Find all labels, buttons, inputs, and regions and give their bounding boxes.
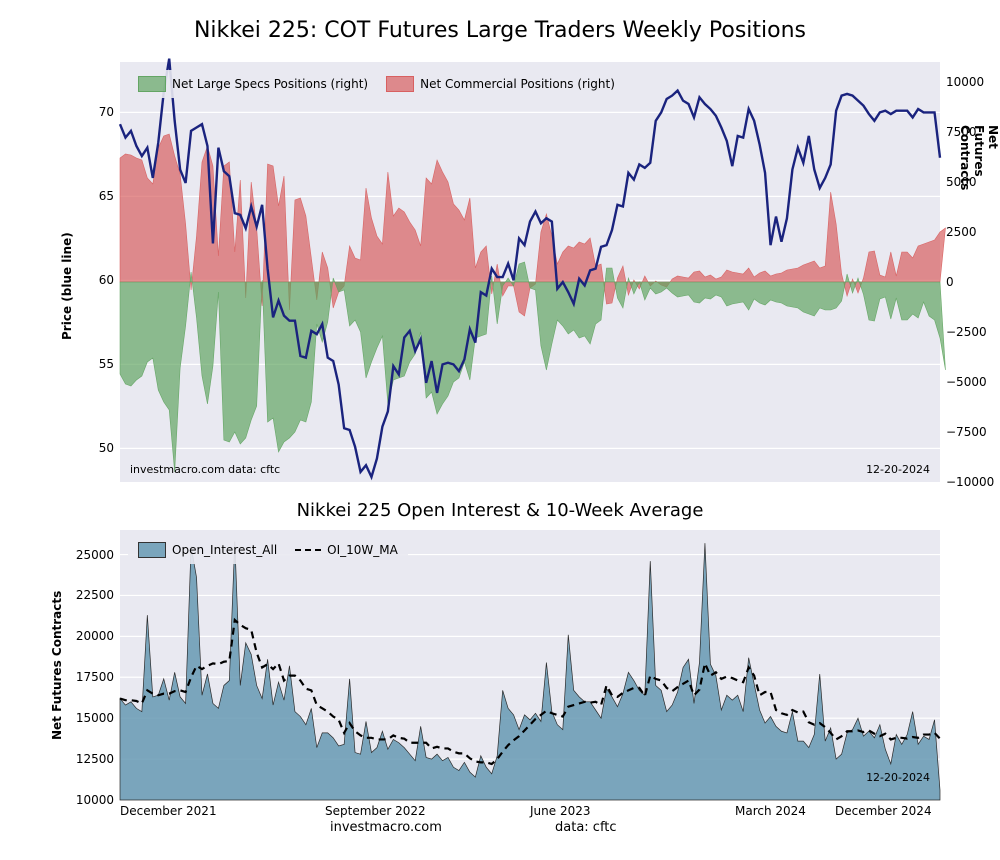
- tick-label: 50: [74, 441, 114, 455]
- swatch-ma: [295, 543, 321, 557]
- tick-label: 55: [74, 357, 114, 371]
- tick-label: 65: [74, 189, 114, 203]
- x-tick-label: September 2022: [325, 804, 426, 818]
- legend-label-oi: Open_Interest_All: [172, 543, 277, 557]
- tick-label: 20000: [64, 629, 114, 643]
- legend-item-specs: Net Large Specs Positions (right): [138, 76, 368, 92]
- tick-label: 0: [946, 275, 954, 289]
- x-tick-label: June 2023: [530, 804, 591, 818]
- x-tick-label: December 2021: [120, 804, 217, 818]
- sub-title: Nikkei 225 Open Interest & 10-Week Avera…: [0, 500, 1000, 521]
- tick-label: 15000: [64, 711, 114, 725]
- bottom-legend: Open_Interest_All OI_10W_MA: [128, 536, 408, 564]
- top-date-annot: 12-20-2024: [866, 463, 930, 476]
- tick-label: 10000: [946, 75, 984, 89]
- tick-label: 22500: [64, 588, 114, 602]
- tick-label: −5000: [946, 375, 987, 389]
- tick-label: 60: [74, 273, 114, 287]
- top-chart-svg: [120, 62, 940, 482]
- bottom-chart-svg: [120, 530, 940, 800]
- top-watermark: investmacro.com data: cftc: [130, 463, 280, 476]
- bottom-date-annot: 12-20-2024: [866, 771, 930, 784]
- tick-label: 70: [74, 105, 114, 119]
- top-right-ylabel: Net Futures Contracts: [958, 125, 1000, 200]
- tick-label: 17500: [64, 670, 114, 684]
- legend-label-comm: Net Commercial Positions (right): [420, 77, 615, 91]
- x-tick-label: March 2024: [735, 804, 806, 818]
- tick-label: 25000: [64, 548, 114, 562]
- bottom-ylabel: Net Futures Contracts: [50, 591, 64, 740]
- legend-item-ma: OI_10W_MA: [295, 543, 398, 557]
- footer-left: investmacro.com: [330, 820, 442, 835]
- top-chart: Net Large Specs Positions (right) Net Co…: [120, 62, 940, 482]
- top-left-ylabel: Price (blue line): [60, 232, 74, 340]
- bottom-chart: Open_Interest_All OI_10W_MA 12-20-2024: [120, 530, 940, 800]
- swatch-oi: [138, 542, 166, 558]
- x-tick-label: December 2024: [835, 804, 932, 818]
- legend-item-oi: Open_Interest_All: [138, 542, 277, 558]
- footer-right: data: cftc: [555, 820, 617, 835]
- legend-label-specs: Net Large Specs Positions (right): [172, 77, 368, 91]
- tick-label: −10000: [946, 475, 994, 489]
- main-title: Nikkei 225: COT Futures Large Traders We…: [0, 18, 1000, 43]
- top-legend: Net Large Specs Positions (right) Net Co…: [128, 70, 625, 98]
- tick-label: 10000: [64, 793, 114, 807]
- tick-label: −7500: [946, 425, 987, 439]
- swatch-comm: [386, 76, 414, 92]
- legend-item-comm: Net Commercial Positions (right): [386, 76, 615, 92]
- legend-label-ma: OI_10W_MA: [327, 543, 398, 557]
- swatch-specs: [138, 76, 166, 92]
- tick-label: 12500: [64, 752, 114, 766]
- tick-label: −2500: [946, 325, 987, 339]
- tick-label: 2500: [946, 225, 977, 239]
- figure: Nikkei 225: COT Futures Large Traders We…: [0, 0, 1000, 860]
